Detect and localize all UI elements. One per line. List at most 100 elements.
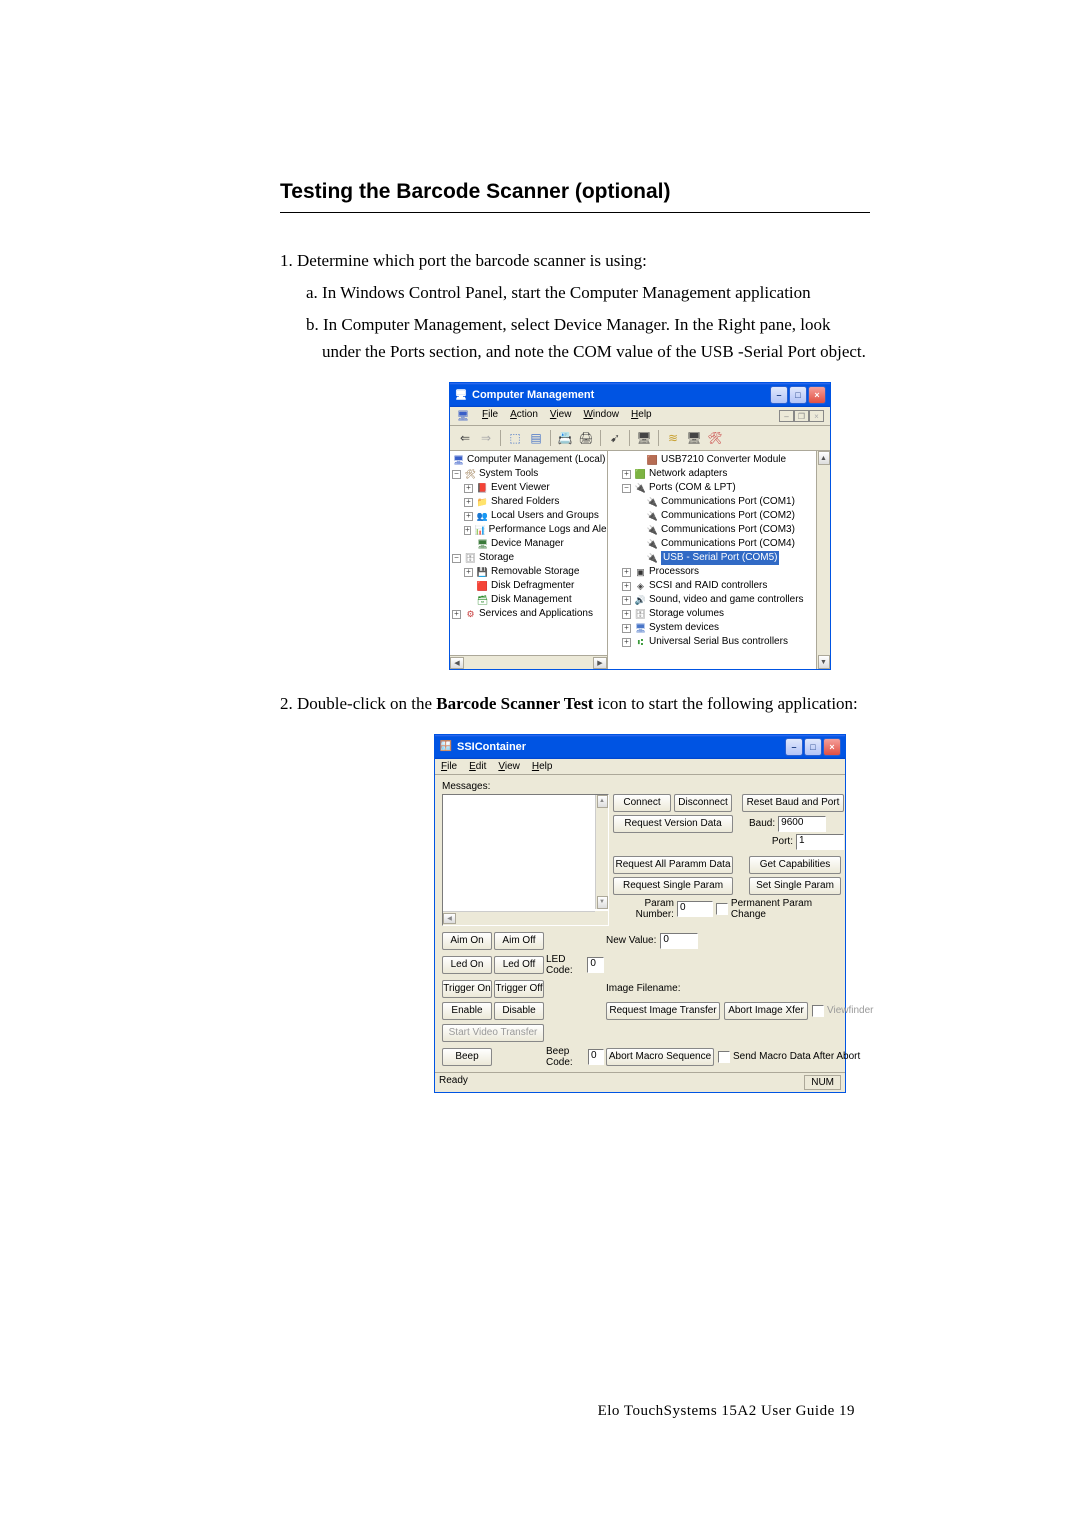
menu-edit[interactable]: Edit (469, 761, 486, 772)
checkbox-icon[interactable] (812, 1005, 824, 1017)
tree-root[interactable]: 🖥Computer Management (Local) (452, 453, 606, 467)
expand-icon[interactable]: + (452, 610, 461, 619)
param-number-input[interactable]: 0 (677, 901, 713, 917)
abort-macro-button[interactable]: Abort Macro Sequence (606, 1048, 714, 1066)
trigger-on-button[interactable]: Trigger On (442, 980, 492, 998)
tree-services[interactable]: +⚙Services and Applications (452, 607, 606, 621)
menu-file[interactable]: File (441, 761, 457, 772)
checkbox-icon[interactable] (716, 903, 728, 915)
collapse-icon[interactable]: − (452, 554, 461, 563)
expand-icon[interactable]: + (464, 568, 473, 577)
maximize-button[interactable]: □ (789, 386, 807, 404)
collapse-icon[interactable]: − (622, 484, 631, 493)
scroll-down-icon[interactable]: ▼ (818, 655, 830, 669)
send-macro-checkbox[interactable]: Send Macro Data After Abort (718, 1051, 860, 1063)
tree-diskmgmt[interactable]: 🗃Disk Management (452, 593, 606, 607)
menu-action[interactable]: Action (510, 409, 538, 423)
ssi-titlebar[interactable]: 🪟 SSIContainer – □ × (435, 735, 845, 759)
tree-devmgr[interactable]: 🖥Device Manager (452, 537, 606, 551)
expand-icon[interactable]: + (622, 610, 631, 619)
mdi-close-button[interactable]: × (809, 410, 824, 422)
refresh-icon[interactable]: 🖥 (635, 429, 653, 447)
cm-right-pane[interactable]: 🟫USB7210 Converter Module +🟩Network adap… (608, 451, 830, 669)
dev-sysdev[interactable]: +🖥System devices (610, 621, 815, 635)
permanent-param-checkbox[interactable]: Permanent Param Change (716, 898, 844, 920)
print-icon[interactable]: 🖨 (577, 429, 595, 447)
request-version-button[interactable]: Request Version Data (613, 815, 733, 833)
led-code-input[interactable]: 0 (587, 957, 604, 973)
right-vscroll[interactable]: ▲ ▼ (816, 451, 830, 669)
dev-sound[interactable]: +🔊Sound, video and game controllers (610, 593, 815, 607)
expand-icon[interactable]: + (622, 568, 631, 577)
dev-proc[interactable]: +▣Processors (610, 565, 815, 579)
baud-input[interactable]: 9600 (778, 816, 826, 832)
textarea-hscroll[interactable]: ◀ ▶ (443, 911, 608, 925)
mdi-minimize-button[interactable]: – (779, 410, 794, 422)
tree-storage[interactable]: −🗄Storage (452, 551, 606, 565)
connect-button[interactable]: Connect (613, 794, 671, 812)
tree-users[interactable]: +👥Local Users and Groups (452, 509, 606, 523)
led-off-button[interactable]: Led Off (494, 956, 544, 974)
enable-button[interactable]: Enable (442, 1002, 492, 1020)
dev-scsi[interactable]: +◈SCSI and RAID controllers (610, 579, 815, 593)
scroll-track[interactable] (464, 657, 593, 669)
menu-file[interactable]: File (482, 409, 498, 423)
request-image-transfer-button[interactable]: Request Image Transfer (606, 1002, 720, 1020)
get-capabilities-button[interactable]: Get Capabilities (749, 856, 841, 874)
scroll-right-icon[interactable]: ▶ (593, 657, 607, 669)
dev-usbconv[interactable]: 🟫USB7210 Converter Module (610, 453, 815, 467)
collapse-icon[interactable]: − (452, 470, 461, 479)
mdi-restore-button[interactable]: ❐ (794, 410, 809, 422)
update-icon[interactable]: 🛠 (706, 429, 724, 447)
menu-view[interactable]: View (550, 409, 572, 423)
viewfinder-checkbox[interactable]: Viewfinder (812, 1005, 874, 1017)
aim-off-button[interactable]: Aim Off (494, 932, 544, 950)
dev-netad[interactable]: +🟩Network adapters (610, 467, 815, 481)
export-icon[interactable]: ➹ (606, 429, 624, 447)
left-hscroll[interactable]: ◀ ▶ (450, 655, 607, 669)
grid-icon[interactable]: ▤ (527, 429, 545, 447)
forward-icon[interactable]: ⇒ (477, 429, 495, 447)
expand-icon[interactable]: + (622, 470, 631, 479)
dev-com4[interactable]: 🔌Communications Port (COM4) (610, 537, 815, 551)
uninstall-icon[interactable]: 🖥 (685, 429, 703, 447)
back-icon[interactable]: ⇐ (456, 429, 474, 447)
menu-window[interactable]: Window (583, 409, 619, 423)
menu-help[interactable]: Help (631, 409, 652, 423)
menu-help[interactable]: Help (532, 761, 553, 772)
aim-on-button[interactable]: Aim On (442, 932, 492, 950)
trigger-off-button[interactable]: Trigger Off (494, 980, 544, 998)
beep-button[interactable]: Beep (442, 1048, 492, 1066)
scroll-down-icon[interactable]: ▼ (597, 896, 608, 909)
led-on-button[interactable]: Led On (442, 956, 492, 974)
scroll-left-icon[interactable]: ◀ (450, 657, 464, 669)
scroll-track[interactable] (818, 465, 830, 655)
minimize-button[interactable]: – (770, 386, 788, 404)
expand-icon[interactable]: + (464, 512, 473, 521)
tree-shared[interactable]: +📁Shared Folders (452, 495, 606, 509)
request-all-param-button[interactable]: Request All Paramm Data (613, 856, 733, 874)
dev-usb[interactable]: +⑆Universal Serial Bus controllers (610, 635, 815, 649)
expand-icon[interactable]: + (622, 582, 631, 591)
reset-baud-button[interactable]: Reset Baud and Port (742, 794, 844, 812)
expand-icon[interactable]: + (464, 526, 471, 535)
up-icon[interactable]: ⬚ (506, 429, 524, 447)
dev-ports[interactable]: −🔌Ports (COM & LPT) (610, 481, 815, 495)
close-button[interactable]: × (808, 386, 826, 404)
new-value-input[interactable]: 0 (660, 933, 698, 949)
menu-view[interactable]: View (498, 761, 520, 772)
cm-titlebar[interactable]: 🖥 Computer Management – □ × (450, 383, 830, 407)
scroll-up-icon[interactable]: ▲ (818, 451, 830, 465)
tree-defrag[interactable]: 🟥Disk Defragmenter (452, 579, 606, 593)
start-video-transfer-button[interactable]: Start Video Transfer (442, 1024, 544, 1042)
cm-left-pane[interactable]: 🖥Computer Management (Local) −🛠System To… (450, 451, 608, 669)
checkbox-icon[interactable] (718, 1051, 730, 1063)
expand-icon[interactable]: + (622, 624, 631, 633)
request-single-param-button[interactable]: Request Single Param (613, 877, 733, 895)
abort-image-xfer-button[interactable]: Abort Image Xfer (724, 1002, 808, 1020)
scroll-left-icon[interactable]: ◀ (443, 913, 456, 924)
expand-icon[interactable]: + (622, 638, 631, 647)
port-input[interactable]: 1 (796, 834, 844, 850)
textarea-vscroll[interactable]: ▲ ▼ (595, 795, 608, 909)
tree-systools[interactable]: −🛠System Tools (452, 467, 606, 481)
